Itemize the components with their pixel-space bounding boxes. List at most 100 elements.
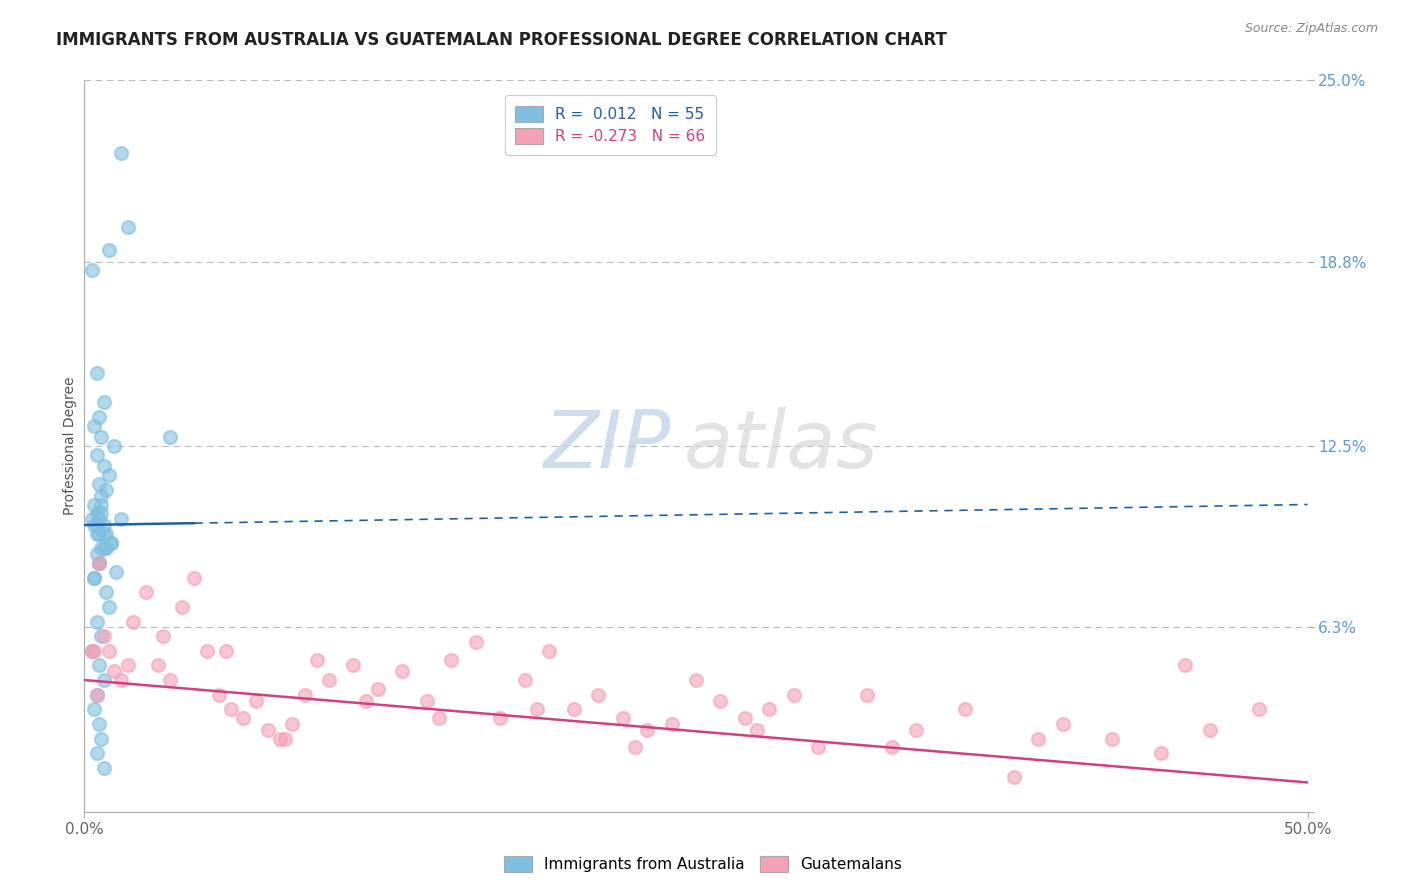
Point bbox=[90, 731, 112, 746]
Point bbox=[96, 585, 118, 599]
Point bbox=[440, 652, 463, 666]
Point bbox=[83, 498, 105, 512]
Point bbox=[93, 526, 115, 541]
Point bbox=[83, 418, 105, 433]
Point bbox=[86, 615, 108, 629]
Point bbox=[90, 430, 112, 444]
Point bbox=[1028, 731, 1050, 746]
Point bbox=[97, 243, 120, 257]
Point bbox=[80, 644, 103, 658]
Point bbox=[87, 658, 110, 673]
Point bbox=[709, 693, 731, 707]
Point bbox=[86, 746, 108, 760]
Point bbox=[294, 688, 316, 702]
Point bbox=[100, 535, 122, 549]
Point bbox=[87, 526, 110, 541]
Point bbox=[1002, 770, 1025, 784]
Point bbox=[281, 717, 304, 731]
Point bbox=[612, 711, 634, 725]
Text: atlas: atlas bbox=[683, 407, 879, 485]
Point bbox=[905, 723, 928, 737]
Point bbox=[758, 702, 780, 716]
Point bbox=[305, 652, 328, 666]
Text: Source: ZipAtlas.com: Source: ZipAtlas.com bbox=[1244, 22, 1378, 36]
Point bbox=[586, 688, 609, 702]
Point bbox=[105, 565, 128, 579]
Point bbox=[159, 430, 181, 444]
Point bbox=[90, 498, 112, 512]
Point bbox=[1052, 717, 1074, 731]
Point bbox=[257, 723, 280, 737]
Point bbox=[86, 518, 108, 533]
Point bbox=[83, 644, 105, 658]
Point bbox=[783, 688, 806, 702]
Point bbox=[489, 711, 512, 725]
Point bbox=[87, 556, 110, 570]
Point bbox=[86, 688, 108, 702]
Point bbox=[172, 599, 194, 614]
Point bbox=[1150, 746, 1173, 760]
Point bbox=[117, 219, 139, 234]
Point bbox=[90, 541, 112, 556]
Point bbox=[1247, 702, 1270, 716]
Point bbox=[152, 629, 174, 643]
Point bbox=[135, 585, 157, 599]
Point bbox=[93, 761, 115, 775]
Point bbox=[87, 717, 110, 731]
Point bbox=[661, 717, 683, 731]
Point bbox=[103, 665, 125, 679]
Point bbox=[856, 688, 879, 702]
Point bbox=[464, 635, 486, 649]
Point bbox=[562, 702, 585, 716]
Point bbox=[93, 459, 115, 474]
Text: IMMIGRANTS FROM AUSTRALIA VS GUATEMALAN PROFESSIONAL DEGREE CORRELATION CHART: IMMIGRANTS FROM AUSTRALIA VS GUATEMALAN … bbox=[56, 31, 948, 49]
Point bbox=[90, 629, 112, 643]
Point bbox=[526, 702, 548, 716]
Point bbox=[318, 673, 340, 687]
Point bbox=[354, 693, 377, 707]
Point bbox=[513, 673, 536, 687]
Point bbox=[86, 506, 108, 520]
Point bbox=[87, 556, 110, 570]
Point bbox=[1101, 731, 1123, 746]
Point bbox=[427, 711, 450, 725]
Point bbox=[80, 644, 103, 658]
Point bbox=[96, 541, 118, 556]
Point bbox=[110, 146, 132, 161]
Point bbox=[807, 740, 830, 755]
Point bbox=[195, 644, 218, 658]
Point bbox=[93, 673, 115, 687]
Point bbox=[367, 681, 389, 696]
Point bbox=[391, 665, 413, 679]
Point bbox=[734, 711, 756, 725]
Legend: R =  0.012   N = 55, R = -0.273   N = 66: R = 0.012 N = 55, R = -0.273 N = 66 bbox=[505, 95, 716, 154]
Point bbox=[93, 395, 115, 409]
Point bbox=[274, 731, 297, 746]
Point bbox=[953, 702, 976, 716]
Point bbox=[87, 409, 110, 424]
Point bbox=[86, 448, 108, 462]
Point bbox=[219, 702, 242, 716]
Point bbox=[93, 629, 115, 643]
Point bbox=[93, 541, 115, 556]
Point bbox=[87, 477, 110, 491]
Point bbox=[1198, 723, 1220, 737]
Point bbox=[97, 644, 120, 658]
Point bbox=[83, 518, 105, 533]
Point bbox=[86, 688, 108, 702]
Point bbox=[880, 740, 903, 755]
Point bbox=[232, 711, 254, 725]
Point bbox=[96, 483, 118, 497]
Point bbox=[159, 673, 181, 687]
Point bbox=[87, 512, 110, 526]
Point bbox=[117, 658, 139, 673]
Point bbox=[97, 468, 120, 483]
Point bbox=[83, 702, 105, 716]
Point bbox=[636, 723, 658, 737]
Point bbox=[83, 571, 105, 585]
Point bbox=[416, 693, 439, 707]
Point bbox=[747, 723, 769, 737]
Point bbox=[86, 526, 108, 541]
Point bbox=[86, 366, 108, 380]
Point bbox=[183, 571, 205, 585]
